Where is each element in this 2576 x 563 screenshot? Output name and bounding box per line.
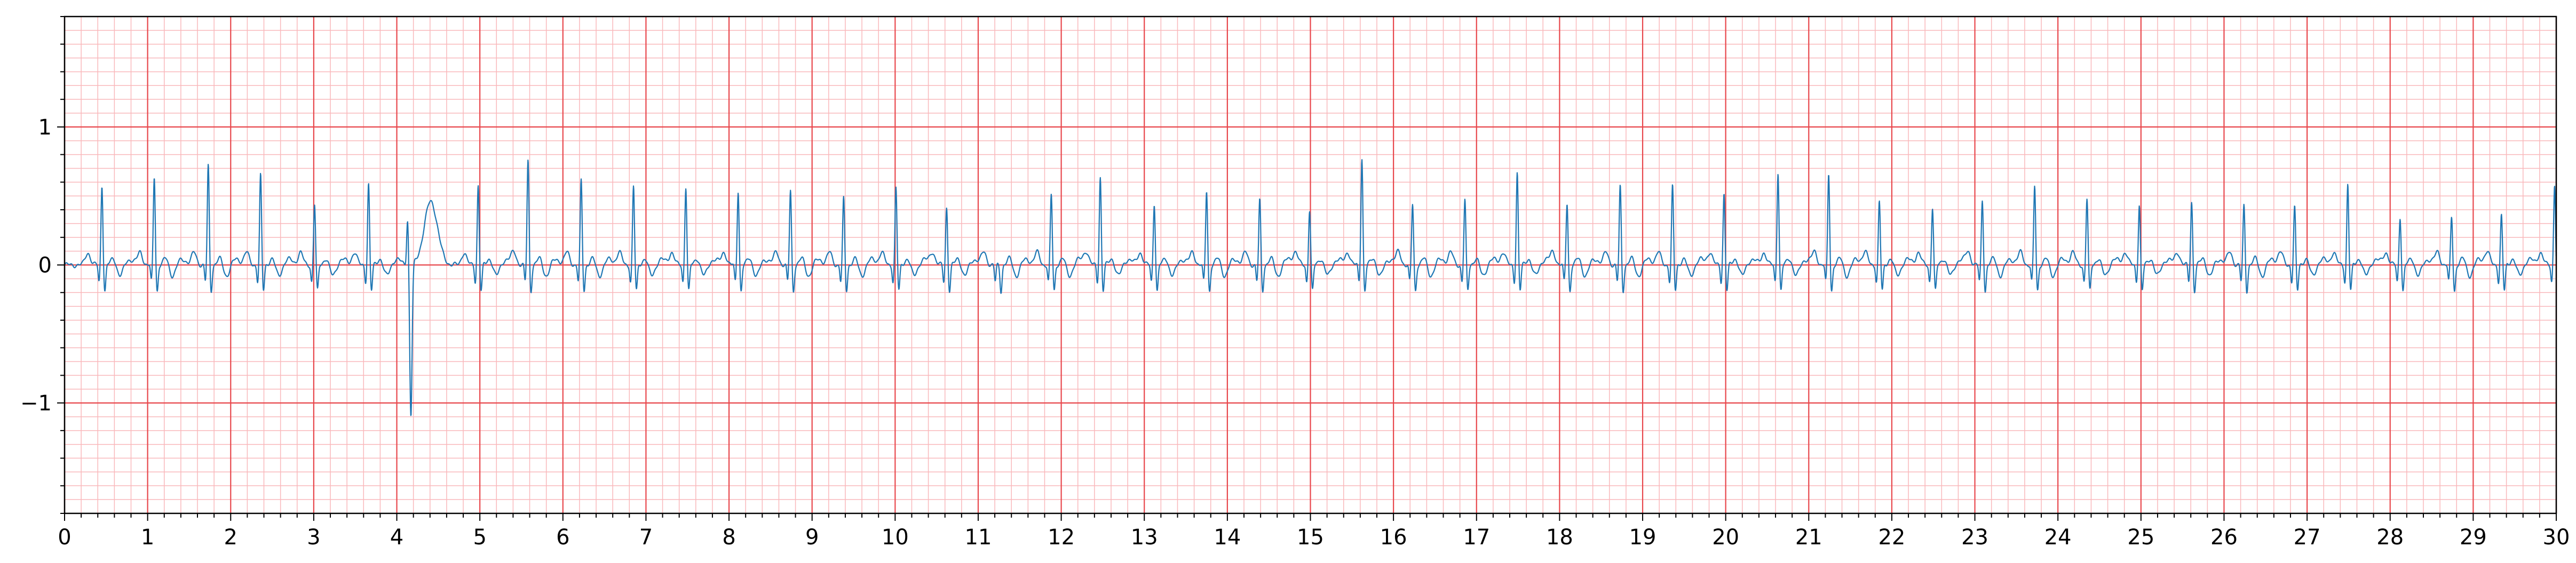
x-axis: 0 1 2 3 4 5 6 7 8 9 10 11 12 13 14 15 16 17 18 19 20 21 22 23 24… (58, 513, 2570, 550)
x-tick-label: 27 (2294, 525, 2321, 550)
y-tick-label: 0 (38, 253, 52, 278)
x-tick-label: 2 (224, 525, 237, 550)
x-tick-label: 4 (390, 525, 403, 550)
x-tick-label: 23 (1961, 525, 1988, 550)
x-tick-label: 13 (1131, 525, 1158, 550)
x-tick-label: 6 (556, 525, 569, 550)
x-tick-label: 11 (965, 525, 992, 550)
x-tick-label: 18 (1546, 525, 1573, 550)
x-tick-label: 14 (1214, 525, 1241, 550)
x-tick-label: 0 (58, 525, 71, 550)
x-tick-label: 25 (2127, 525, 2154, 550)
y-tick-label: −1 (20, 391, 52, 416)
x-tick-label: 7 (639, 525, 653, 550)
y-axis: −1 0 1 (20, 16, 65, 514)
x-tick-label: 22 (1878, 525, 1905, 550)
x-tick-label: 19 (1629, 525, 1656, 550)
x-tick-label: 28 (2376, 525, 2404, 550)
x-tick-label: 29 (2460, 525, 2487, 550)
x-tick-label: 8 (722, 525, 735, 550)
x-tick-label: 16 (1380, 525, 1407, 550)
x-tick-label: 30 (2543, 525, 2570, 550)
x-tick-label: 21 (1795, 525, 1822, 550)
major-grid (64, 17, 2557, 513)
x-tick-label: 20 (1712, 525, 1739, 550)
ecg-series-line (64, 159, 2557, 416)
x-tick-label: 12 (1048, 525, 1075, 550)
x-tick-label: 3 (307, 525, 320, 550)
x-tick-label: 5 (473, 525, 486, 550)
x-tick-label: 24 (2044, 525, 2072, 550)
y-tick-label: 1 (38, 115, 52, 140)
x-tick-label: 9 (805, 525, 819, 550)
x-tick-label: 15 (1297, 525, 1324, 550)
x-tick-label: 10 (882, 525, 909, 550)
x-tick-label: 1 (141, 525, 154, 550)
x-tick-label: 26 (2210, 525, 2238, 550)
x-tick-label: 17 (1463, 525, 1490, 550)
